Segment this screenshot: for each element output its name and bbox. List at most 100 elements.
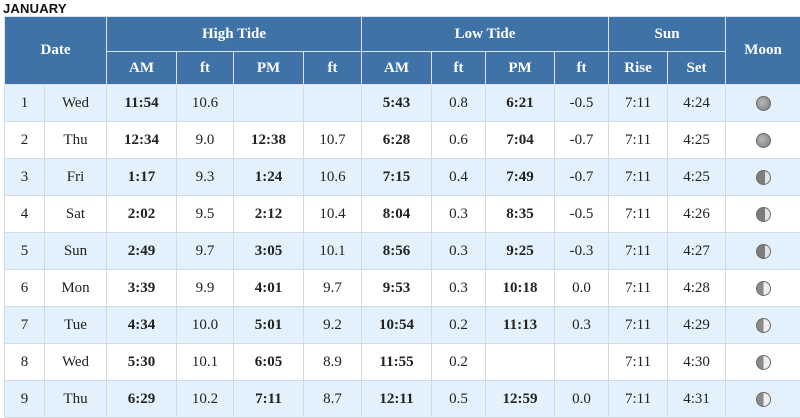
high-pm-header: PM <box>234 52 304 85</box>
high-tide-header: High Tide <box>107 17 362 52</box>
low-tide-pm-time: 6:21 <box>486 85 555 122</box>
high-tide-pm-height: 9.2 <box>304 307 362 344</box>
low-tide-am-height: 0.5 <box>432 381 486 418</box>
last-quarter-moon-icon <box>756 281 771 296</box>
low-tide-am-height: 0.8 <box>432 85 486 122</box>
high-tide-pm-height: 8.9 <box>304 344 362 381</box>
full-moon-icon <box>756 96 771 111</box>
full-moon-icon <box>756 133 771 148</box>
low-tide-am-height: 0.3 <box>432 270 486 307</box>
last-quarter-moon-icon <box>756 392 771 407</box>
header-row-groups: Date High Tide Low Tide Sun Moon <box>5 17 800 52</box>
low-tide-pm-time: 12:59 <box>486 381 555 418</box>
sunset-header: Set <box>668 52 726 85</box>
low-tide-pm-time: 11:13 <box>486 307 555 344</box>
high-tide-pm-time: 5:01 <box>234 307 304 344</box>
high-tide-am-height: 10.6 <box>177 85 234 122</box>
high-tide-am-height: 9.7 <box>177 233 234 270</box>
high-tide-pm-time: 6:05 <box>234 344 304 381</box>
waning-gibbous-moon-icon <box>756 170 771 185</box>
sunset-time: 4:28 <box>668 270 726 307</box>
sunrise-time: 7:11 <box>609 85 668 122</box>
day-cell: 9 <box>5 381 45 418</box>
sunrise-time: 7:11 <box>609 196 668 233</box>
low-tide-pm-time: 10:18 <box>486 270 555 307</box>
low-tide-pm-height: -0.5 <box>555 85 609 122</box>
sunset-time: 4:27 <box>668 233 726 270</box>
low-am-ft-header: ft <box>432 52 486 85</box>
high-tide-pm-height: 10.4 <box>304 196 362 233</box>
low-tide-am-time: 12:11 <box>362 381 432 418</box>
low-tide-pm-height: 0.3 <box>555 307 609 344</box>
high-tide-am-height: 10.2 <box>177 381 234 418</box>
low-tide-pm-height: -0.7 <box>555 122 609 159</box>
high-tide-am-height: 9.3 <box>177 159 234 196</box>
sunrise-time: 7:11 <box>609 344 668 381</box>
last-quarter-moon-icon <box>756 318 771 333</box>
moon-phase-cell <box>726 307 800 344</box>
high-tide-pm-height: 10.7 <box>304 122 362 159</box>
low-tide-pm-height: -0.5 <box>555 196 609 233</box>
sunset-time: 4:25 <box>668 159 726 196</box>
day-cell: 7 <box>5 307 45 344</box>
sunset-time: 4:24 <box>668 85 726 122</box>
day-cell: 6 <box>5 270 45 307</box>
high-tide-pm-height: 10.1 <box>304 233 362 270</box>
header-row-columns: AM ft PM ft AM ft PM ft Rise Set <box>5 52 800 85</box>
weekday-cell: Tue <box>45 307 107 344</box>
weekday-cell: Wed <box>45 344 107 381</box>
low-tide-header: Low Tide <box>362 17 609 52</box>
high-am-ft-header: ft <box>177 52 234 85</box>
low-tide-am-time: 11:55 <box>362 344 432 381</box>
moon-phase-cell <box>726 344 800 381</box>
low-tide-am-time: 7:15 <box>362 159 432 196</box>
sunset-time: 4:30 <box>668 344 726 381</box>
high-tide-pm-time: 1:24 <box>234 159 304 196</box>
low-tide-am-height: 0.3 <box>432 233 486 270</box>
low-tide-am-height: 0.4 <box>432 159 486 196</box>
high-tide-am-time: 12:34 <box>107 122 177 159</box>
high-tide-am-time: 11:54 <box>107 85 177 122</box>
low-tide-pm-height <box>555 344 609 381</box>
low-tide-pm-height: -0.3 <box>555 233 609 270</box>
high-tide-am-time: 6:29 <box>107 381 177 418</box>
high-am-header: AM <box>107 52 177 85</box>
date-header: Date <box>5 17 107 85</box>
tide-table: Date High Tide Low Tide Sun Moon AM ft P… <box>4 16 800 418</box>
moon-phase-cell <box>726 381 800 418</box>
last-quarter-moon-icon <box>756 355 771 370</box>
high-tide-pm-time <box>234 85 304 122</box>
high-tide-am-time: 2:49 <box>107 233 177 270</box>
sunrise-header: Rise <box>609 52 668 85</box>
moon-phase-cell <box>726 270 800 307</box>
weekday-cell: Sun <box>45 233 107 270</box>
weekday-cell: Mon <box>45 270 107 307</box>
month-heading: JANUARY <box>3 1 67 16</box>
moon-header: Moon <box>726 17 800 85</box>
low-pm-ft-header: ft <box>555 52 609 85</box>
weekday-cell: Thu <box>45 122 107 159</box>
high-tide-am-time: 5:30 <box>107 344 177 381</box>
low-tide-pm-time: 7:49 <box>486 159 555 196</box>
moon-phase-cell <box>726 122 800 159</box>
weekday-cell: Thu <box>45 381 107 418</box>
day-cell: 3 <box>5 159 45 196</box>
sunrise-time: 7:11 <box>609 122 668 159</box>
high-tide-pm-time: 4:01 <box>234 270 304 307</box>
high-tide-am-time: 4:34 <box>107 307 177 344</box>
sun-header: Sun <box>609 17 726 52</box>
day-cell: 8 <box>5 344 45 381</box>
high-pm-ft-header: ft <box>304 52 362 85</box>
day-cell: 1 <box>5 85 45 122</box>
weekday-cell: Wed <box>45 85 107 122</box>
low-tide-pm-height: 0.0 <box>555 381 609 418</box>
high-tide-am-height: 10.1 <box>177 344 234 381</box>
